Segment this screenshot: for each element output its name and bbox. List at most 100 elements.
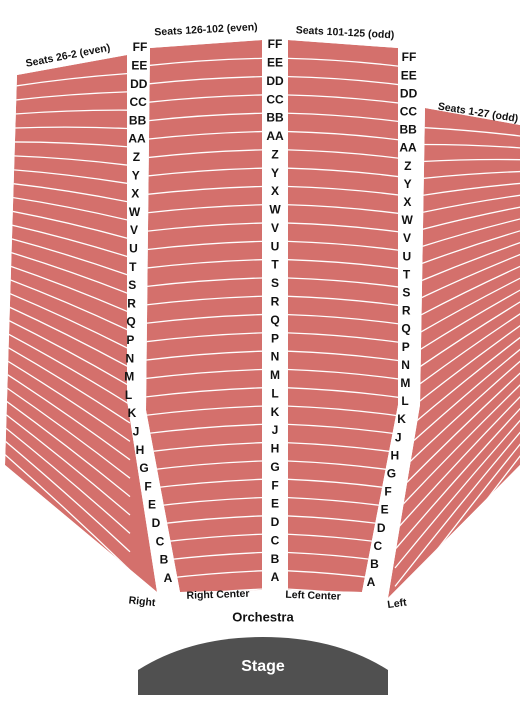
row-divider	[288, 295, 398, 307]
row-divider	[288, 368, 398, 380]
section-area	[388, 108, 520, 598]
row-divider	[288, 350, 398, 362]
row-divider	[394, 426, 520, 587]
row-label: BB	[400, 123, 418, 137]
row-divider	[5, 248, 131, 295]
row-label: E	[148, 498, 156, 512]
row-divider	[5, 355, 131, 442]
row-divider	[5, 194, 131, 222]
row-divider	[288, 149, 398, 160]
row-divider	[146, 222, 262, 233]
row-divider	[146, 112, 262, 123]
row-divider	[288, 94, 398, 104]
row-label: FF	[268, 37, 283, 51]
row-label: B	[271, 552, 280, 566]
row-label: G	[387, 466, 396, 480]
row-label: Y	[271, 166, 279, 180]
row-label: V	[403, 231, 411, 245]
row-label: M	[124, 370, 134, 384]
section	[285, 40, 400, 637]
row-label: S	[271, 276, 279, 290]
row-divider	[288, 588, 398, 592]
row-label: BB	[129, 113, 147, 127]
row-divider	[5, 369, 131, 461]
section-name: Left Center	[285, 589, 341, 603]
row-divider	[285, 607, 400, 618]
row-label: F	[144, 479, 151, 493]
row-label: X	[271, 184, 279, 198]
row-divider	[146, 57, 262, 68]
row-label: Y	[404, 177, 412, 191]
row-divider	[146, 332, 262, 344]
row-divider	[285, 626, 400, 637]
section-name: Left	[387, 596, 408, 611]
row-divider	[5, 302, 131, 369]
row-divider	[288, 277, 398, 288]
row-divider	[288, 387, 398, 399]
row-divider	[288, 441, 398, 454]
row-label: K	[397, 412, 406, 426]
row-label: EE	[401, 68, 417, 82]
stage-shape	[138, 637, 388, 695]
row-label: L	[401, 394, 408, 408]
row-divider	[146, 258, 262, 270]
row-divider	[146, 423, 262, 436]
row-divider	[146, 185, 262, 196]
row-label: W	[269, 203, 281, 217]
section-label: Seats 101-125 (odd)	[295, 24, 394, 41]
row-label: A	[164, 571, 173, 585]
row-label: M	[270, 368, 280, 382]
row-divider	[146, 149, 262, 160]
row-label: L	[271, 386, 278, 400]
row-divider	[288, 222, 398, 233]
row-divider	[5, 235, 131, 277]
row-divider	[5, 409, 131, 516]
row-label: P	[402, 340, 410, 354]
row-divider	[5, 315, 131, 387]
row-label: CC	[400, 104, 418, 118]
row-divider	[288, 405, 398, 417]
row-label: D	[152, 516, 161, 530]
row-label: AA	[128, 132, 146, 146]
row-label: A	[367, 575, 376, 589]
row-label: S	[402, 285, 410, 299]
row-divider	[146, 350, 262, 362]
row-label: Y	[132, 168, 140, 182]
row-label: P	[271, 331, 279, 345]
row-divider	[146, 313, 262, 325]
row-label: D	[271, 515, 280, 529]
row-label: X	[403, 195, 411, 209]
row-divider	[146, 295, 262, 307]
row-divider	[146, 405, 262, 417]
row-label: Q	[270, 313, 279, 327]
row-divider	[288, 240, 398, 252]
row-divider	[288, 75, 398, 86]
row-label: U	[271, 239, 280, 253]
stage-label: Stage	[241, 658, 285, 675]
row-divider	[5, 288, 131, 350]
row-label: F	[384, 485, 391, 499]
row-divider	[5, 449, 131, 571]
row-label: E	[271, 497, 279, 511]
row-label: C	[373, 539, 382, 553]
row-label: J	[395, 430, 402, 444]
row-divider	[5, 329, 131, 406]
row-label: B	[370, 557, 379, 571]
row-label: N	[401, 358, 410, 372]
row-divider	[5, 261, 131, 314]
row-label: H	[136, 443, 145, 457]
row-divider	[288, 258, 398, 270]
section-label: Seats 126-102 (even)	[154, 21, 258, 38]
row-label: DD	[400, 86, 418, 100]
row-divider	[288, 112, 398, 123]
row-label: K	[271, 405, 280, 419]
row-label: AA	[266, 129, 284, 143]
section-area	[146, 40, 262, 592]
row-label: G	[270, 460, 279, 474]
row-divider	[140, 626, 265, 637]
row-label: C	[156, 534, 165, 548]
row-label: R	[402, 304, 411, 318]
row-label: T	[271, 258, 279, 272]
row-divider	[288, 130, 398, 141]
